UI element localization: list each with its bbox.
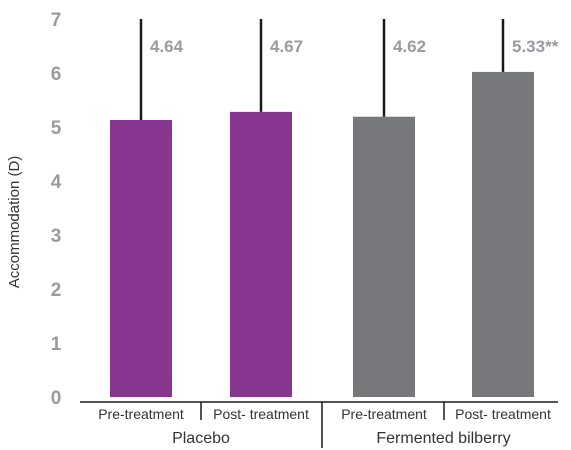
x-group-label: Fermented bilberry bbox=[376, 430, 510, 447]
x-axis-separators bbox=[200, 402, 445, 448]
y-tick-label: 2 bbox=[51, 280, 62, 301]
bars bbox=[110, 71, 534, 398]
y-axis-label: Accommodation (D) bbox=[6, 156, 23, 289]
y-tick-label: 6 bbox=[51, 64, 62, 85]
x-group-label: Placebo bbox=[172, 430, 230, 447]
data-label: 4.64 bbox=[150, 37, 184, 56]
data-label: 4.67 bbox=[270, 37, 303, 56]
x-category-label: Post- treatment bbox=[455, 406, 551, 422]
bar bbox=[230, 111, 292, 397]
y-tick-label: 3 bbox=[51, 226, 62, 247]
y-tick-label: 7 bbox=[51, 10, 62, 31]
x-category-label: Pre-treatment bbox=[98, 406, 184, 422]
bar bbox=[353, 116, 415, 398]
error-bars bbox=[139, 19, 505, 120]
bar bbox=[110, 119, 172, 397]
y-tick-label: 5 bbox=[51, 118, 62, 139]
bar bbox=[472, 71, 534, 398]
x-axis-category-labels: Pre-treatment Post- treatment Pre-treatmen… bbox=[98, 406, 551, 422]
data-label: 4.62 bbox=[393, 37, 426, 56]
x-category-label: Post- treatment bbox=[213, 406, 309, 422]
y-tick-label: 0 bbox=[51, 388, 62, 409]
data-labels: 4.64 4.67 4.62 5.33** bbox=[150, 37, 559, 56]
data-label: 5.33** bbox=[512, 37, 559, 56]
y-tick-label: 4 bbox=[51, 172, 62, 193]
y-axis-ticks: 0 1 2 3 4 5 6 7 bbox=[51, 10, 62, 409]
y-tick-label: 1 bbox=[51, 334, 62, 355]
x-category-label: Pre-treatment bbox=[341, 406, 427, 422]
x-axis-group-labels: Placebo Fermented bilberry bbox=[172, 430, 511, 447]
